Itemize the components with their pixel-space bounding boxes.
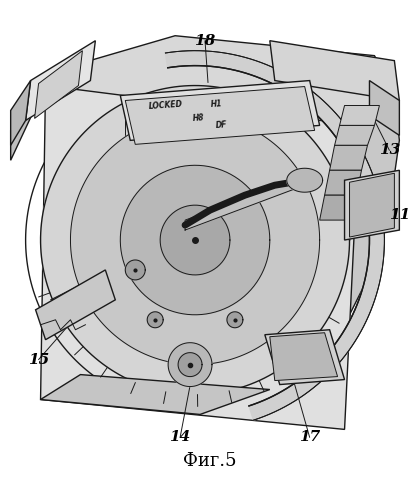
- Text: 17: 17: [299, 430, 320, 444]
- Polygon shape: [370, 80, 399, 136]
- Polygon shape: [41, 86, 349, 394]
- Polygon shape: [178, 352, 202, 376]
- Polygon shape: [10, 70, 55, 160]
- Text: H1: H1: [210, 100, 222, 110]
- Polygon shape: [41, 86, 360, 430]
- Polygon shape: [320, 195, 357, 220]
- Text: 11: 11: [389, 208, 410, 222]
- Polygon shape: [325, 170, 362, 195]
- Polygon shape: [339, 106, 380, 126]
- Polygon shape: [185, 175, 305, 230]
- Polygon shape: [330, 146, 367, 171]
- Polygon shape: [270, 332, 338, 380]
- Polygon shape: [36, 270, 115, 340]
- Text: H8: H8: [192, 114, 204, 124]
- Polygon shape: [349, 174, 394, 237]
- Polygon shape: [335, 126, 375, 146]
- Polygon shape: [120, 80, 320, 140]
- Polygon shape: [125, 86, 315, 144]
- Polygon shape: [166, 50, 384, 420]
- Text: 13: 13: [379, 144, 400, 158]
- Polygon shape: [265, 330, 344, 384]
- Polygon shape: [325, 90, 399, 325]
- Text: Фиг.5: Фиг.5: [183, 452, 236, 470]
- Polygon shape: [125, 260, 145, 280]
- Text: LOCKED: LOCKED: [148, 100, 183, 111]
- Polygon shape: [270, 40, 399, 100]
- Text: 15: 15: [28, 352, 49, 366]
- Polygon shape: [46, 36, 394, 126]
- Polygon shape: [70, 116, 320, 364]
- Text: 14: 14: [169, 430, 191, 444]
- Polygon shape: [168, 342, 212, 386]
- Polygon shape: [344, 170, 399, 240]
- Text: DF: DF: [215, 120, 227, 130]
- Polygon shape: [147, 312, 163, 328]
- Polygon shape: [41, 374, 270, 414]
- Polygon shape: [10, 80, 31, 146]
- Polygon shape: [227, 312, 243, 328]
- Polygon shape: [26, 40, 96, 120]
- Text: 18: 18: [194, 34, 216, 48]
- Polygon shape: [35, 50, 83, 118]
- Polygon shape: [160, 205, 230, 275]
- Polygon shape: [120, 166, 270, 315]
- Polygon shape: [287, 168, 323, 192]
